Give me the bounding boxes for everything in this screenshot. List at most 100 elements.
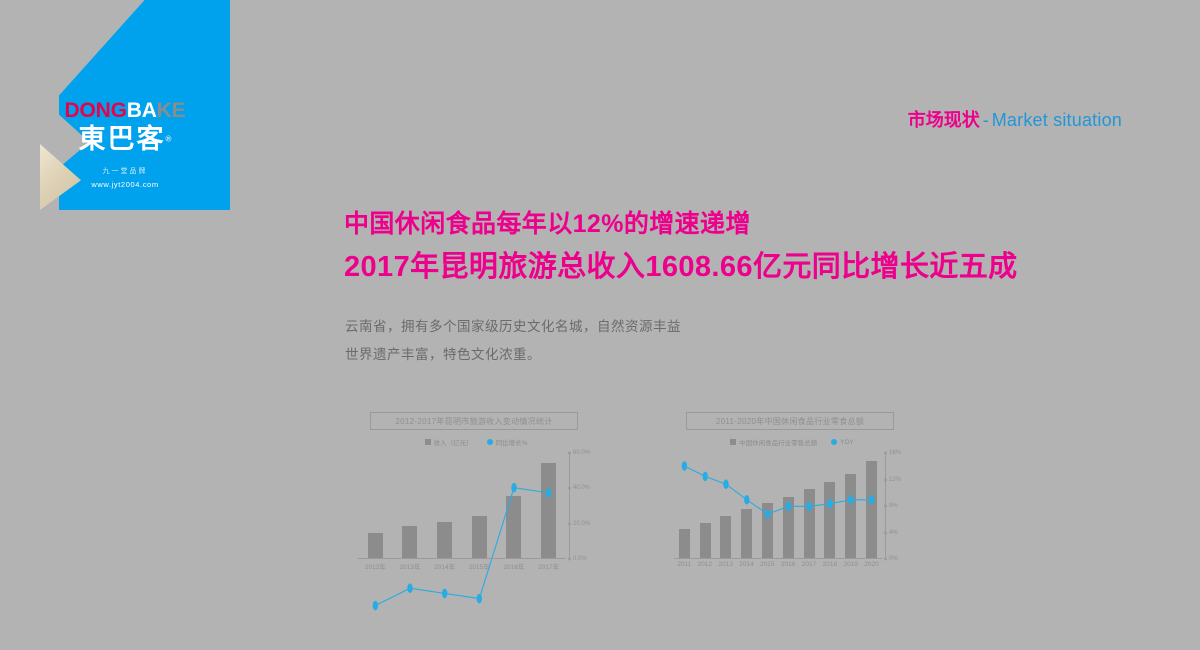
charts-container: 2012-2017年昆明市旅游收入变动情况统计 收入（亿元） 同比增长% 0.0…: [352, 412, 932, 611]
chart-line-path: [375, 488, 548, 606]
chart-line-marker: [723, 479, 729, 489]
body-line-2: 世界遗产丰富，特色文化浓重。: [345, 346, 541, 362]
chart-baseline: [674, 558, 882, 559]
chart-y-tick-label: 16%: [889, 450, 902, 456]
chart-kunming-tourism-revenue: 2012-2017年昆明市旅游收入变动情况统计 收入（亿元） 同比增长% 0.0…: [352, 412, 600, 611]
chart-bar: [866, 460, 878, 559]
chart-china-snack-retail: 2011-2020年中国休闲食品行业零食总额 中国休闲食品行业零售总额 YOY …: [668, 412, 916, 592]
chart-plot-area: 0% 4% 8% 12% 16% 2011 2012 2013 2014 2015 2016 201…: [668, 450, 916, 573]
chart-x-tick-label: 2011: [677, 561, 692, 568]
chart-line-marker: [476, 593, 483, 604]
chart-x-tick-label: 2013: [718, 561, 733, 568]
headline-secondary: 2017年昆明旅游总收入1608.66亿元同比增长近五成: [344, 251, 1018, 284]
chart-bar-group: [674, 453, 882, 559]
legend-label-line: 同比增长%: [495, 440, 528, 447]
chart-x-tick-label: 2014: [739, 561, 754, 568]
chart-line-marker: [441, 588, 448, 599]
chart-line-marker: [681, 461, 688, 471]
chart-bar: [699, 522, 711, 559]
chart-bar: [782, 497, 794, 559]
chart-x-tick-label: 2020: [864, 561, 879, 568]
chart-line-marker: [702, 471, 708, 482]
chart-title: 2012-2017年昆明市旅游收入变动情况统计: [370, 412, 578, 430]
chart-y-tick: [567, 486, 571, 490]
chart-x-axis-labels: 2011 2012 2013 2014 2015 2016 2017 2018 2019 2020: [674, 561, 882, 573]
chart-y-tick: [883, 504, 887, 508]
chart-y-axis: 0% 4% 8% 12% 16%: [883, 450, 901, 562]
headline-group: 中国休闲食品每年以12%的增速递增 2017年昆明旅游总收入1608.66亿元同…: [344, 206, 1018, 290]
legend-bar-swatch-icon: [424, 439, 431, 445]
chart-y-tick-label: 40.0%: [573, 485, 591, 492]
logo-tagline: 九一堂品牌: [102, 168, 148, 176]
chart-x-tick-label: 2016: [780, 561, 796, 568]
chart-y-tick-label: 8%: [889, 503, 898, 509]
legend-item-line: YOY: [831, 439, 854, 446]
chart-y-tick: [883, 451, 887, 455]
chart-line-marker: [785, 501, 792, 512]
chart-line-series: [372, 482, 552, 611]
chart-line-marker: [372, 600, 379, 611]
chart-bar: [803, 489, 815, 559]
chart-y-tick: [567, 451, 571, 455]
chart-x-tick-label: 2015: [760, 561, 775, 568]
chart-line-marker: [868, 495, 875, 505]
chart-bar: [541, 462, 557, 559]
chart-bar: [720, 515, 732, 559]
chart-line-marker: [806, 501, 812, 512]
legend-item-line: 同比增长%: [486, 437, 528, 447]
registered-trademark-icon: ®: [165, 134, 172, 144]
chart-x-tick-label: 2018: [822, 561, 838, 568]
chart-y-tick-label: 0%: [889, 556, 898, 562]
logo-chinese-name: 東巴客: [78, 124, 166, 154]
body-paragraph: 云南省，拥有多个国家级历史文化名城，自然资源丰益 世界遗产丰富，特色文化浓重。: [345, 313, 681, 368]
chart-bar: [741, 509, 753, 559]
chart-y-axis: 0.0% 20.0% 40.0% 60.0%: [567, 450, 590, 562]
chart-legend: 中国休闲食品行业零售总额 YOY: [668, 437, 916, 447]
section-header-dash: -: [982, 110, 989, 130]
chart-bar: [402, 526, 418, 559]
chart-line-marker: [511, 482, 517, 493]
chart-y-tick: [883, 557, 887, 561]
chart-y-tick-label: 12%: [889, 476, 902, 483]
chart-x-tick-label: 2012: [697, 561, 713, 568]
legend-dot-swatch-icon: [486, 439, 493, 445]
chart-line-marker: [545, 488, 552, 498]
chart-bar: [678, 528, 690, 559]
chart-line-marker: [744, 495, 750, 505]
logo-website-url: www.jyt2004.com: [91, 180, 159, 190]
logo-chinese-name-row: 東巴客®: [60, 121, 190, 154]
legend-item-bar: 收入（亿元）: [424, 437, 473, 447]
legend-label-line: YOY: [840, 438, 854, 446]
legend-label-bar: 收入（亿元）: [433, 440, 473, 447]
chart-y-tick: [567, 557, 571, 561]
section-header-english: Market situation: [991, 110, 1122, 130]
chart-bar-group: [358, 453, 566, 559]
chart-x-tick-label: 2014年: [434, 564, 456, 571]
chart-baseline: [358, 558, 566, 559]
chart-x-tick-label: 2017年: [538, 564, 560, 571]
logo-wordmark-dong: DONG: [64, 99, 127, 122]
logo-wordmark: DONGBAKE: [60, 100, 190, 121]
legend-bar-swatch-icon: [730, 439, 737, 445]
chart-legend: 收入（亿元） 同比增长%: [352, 437, 600, 447]
legend-dot-swatch-icon: [831, 439, 838, 445]
chart-x-axis-labels: 2012年 2013年 2014年 2015年 2016年 2017年: [358, 561, 566, 573]
chart-y-tick-label: 20.0%: [573, 520, 591, 527]
body-line-1: 云南省，拥有多个国家级历史文化名城，自然资源丰益: [345, 319, 681, 334]
section-header-chinese: 市场现状: [907, 110, 980, 130]
chart-plot-area: 0.0% 20.0% 40.0% 60.0% 2012年 2013年 2014年 2015年…: [352, 450, 600, 611]
chart-y-tick-label: 60.0%: [573, 450, 591, 456]
chart-line-series: [681, 461, 875, 519]
chart-x-tick-label: 2016年: [503, 564, 525, 571]
chart-x-tick-label: 2015年: [468, 564, 490, 571]
chart-plot-inner: [358, 453, 566, 611]
chart-x-tick-label: 2012年: [364, 564, 386, 571]
chart-y-tick-label: 0.0%: [573, 556, 587, 562]
chart-y-tick: [883, 478, 887, 481]
brand-logo: DONGBAKE 東巴客® 九一堂品牌 www.jyt2004.com: [60, 100, 190, 189]
chart-title: 2011-2020年中国休闲食品行业零食总额: [686, 412, 894, 430]
chart-x-tick-label: 2019: [843, 561, 858, 568]
logo-wordmark-ke: KE: [156, 99, 186, 122]
chart-bar: [845, 474, 857, 559]
logo-ribbon-banner: [40, 0, 230, 210]
